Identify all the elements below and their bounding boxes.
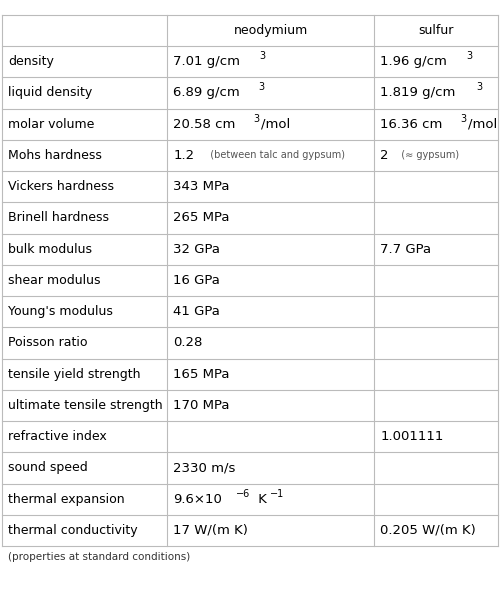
Text: 3: 3	[477, 82, 483, 92]
Text: 1.2: 1.2	[173, 149, 195, 162]
Text: thermal expansion: thermal expansion	[9, 493, 125, 506]
Text: 3: 3	[466, 51, 472, 61]
Text: 170 MPa: 170 MPa	[173, 399, 230, 412]
Text: (properties at standard conditions): (properties at standard conditions)	[9, 553, 191, 562]
Text: shear modulus: shear modulus	[9, 274, 101, 287]
Text: 17 W/(m K): 17 W/(m K)	[173, 524, 248, 537]
Text: ultimate tensile strength: ultimate tensile strength	[9, 399, 163, 412]
Text: 16 GPa: 16 GPa	[173, 274, 220, 287]
Text: liquid density: liquid density	[9, 86, 93, 99]
Text: sound speed: sound speed	[9, 462, 88, 475]
Text: tensile yield strength: tensile yield strength	[9, 368, 141, 381]
Text: Young's modulus: Young's modulus	[9, 305, 113, 318]
Text: 7.01 g/cm: 7.01 g/cm	[173, 55, 240, 68]
Text: −6: −6	[236, 489, 250, 499]
Text: (between talc and gypsum): (between talc and gypsum)	[204, 151, 345, 160]
Text: 7.7 GPa: 7.7 GPa	[381, 243, 431, 256]
Text: thermal conductivity: thermal conductivity	[9, 524, 138, 537]
Text: 343 MPa: 343 MPa	[173, 180, 230, 193]
Text: /mol: /mol	[468, 118, 497, 131]
Text: K: K	[254, 493, 267, 506]
Text: 16.36 cm: 16.36 cm	[381, 118, 443, 131]
Text: 3: 3	[259, 82, 265, 92]
Text: Poisson ratio: Poisson ratio	[9, 336, 88, 349]
Text: 41 GPa: 41 GPa	[173, 305, 220, 318]
Text: 1.001111: 1.001111	[381, 430, 444, 443]
Text: neodymium: neodymium	[234, 24, 308, 37]
Text: 3: 3	[259, 51, 265, 61]
Text: 2330 m/s: 2330 m/s	[173, 462, 235, 475]
Text: 265 MPa: 265 MPa	[173, 212, 230, 225]
Text: 2: 2	[381, 149, 389, 162]
Text: refractive index: refractive index	[9, 430, 107, 443]
Text: /mol: /mol	[261, 118, 290, 131]
Text: 20.58 cm: 20.58 cm	[173, 118, 235, 131]
Text: Mohs hardness: Mohs hardness	[9, 149, 102, 162]
Text: 32 GPa: 32 GPa	[173, 243, 220, 256]
Text: 0.205 W/(m K): 0.205 W/(m K)	[381, 524, 476, 537]
Text: Vickers hardness: Vickers hardness	[9, 180, 114, 193]
Text: density: density	[9, 55, 54, 68]
Text: Brinell hardness: Brinell hardness	[9, 212, 109, 225]
Text: bulk modulus: bulk modulus	[9, 243, 93, 256]
Text: −1: −1	[270, 489, 285, 499]
Text: molar volume: molar volume	[9, 118, 95, 131]
Text: 9.6×10: 9.6×10	[173, 493, 222, 506]
Text: 3: 3	[460, 113, 466, 124]
Text: 165 MPa: 165 MPa	[173, 368, 230, 381]
Text: sulfur: sulfur	[419, 24, 454, 37]
Text: 3: 3	[253, 113, 259, 124]
Text: 1.96 g/cm: 1.96 g/cm	[381, 55, 447, 68]
Text: 6.89 g/cm: 6.89 g/cm	[173, 86, 240, 99]
Text: 1.819 g/cm: 1.819 g/cm	[381, 86, 456, 99]
Text: 0.28: 0.28	[173, 336, 203, 349]
Text: (≈ gypsum): (≈ gypsum)	[395, 151, 459, 160]
